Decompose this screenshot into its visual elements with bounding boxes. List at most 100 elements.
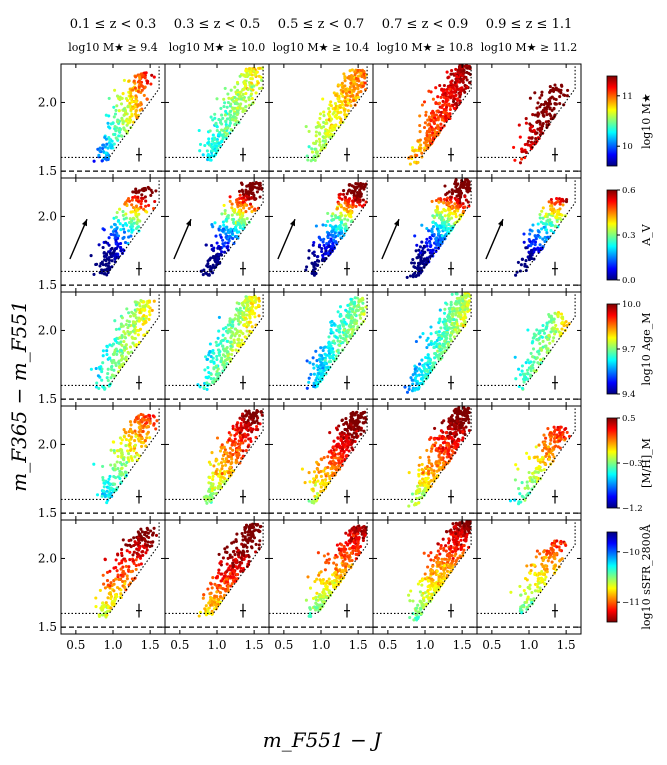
- data-point: [531, 336, 535, 340]
- data-point: [123, 332, 127, 336]
- data-point: [353, 322, 357, 326]
- data-point: [337, 193, 341, 197]
- data-point: [452, 106, 456, 110]
- data-point: [451, 330, 455, 334]
- data-point: [139, 317, 143, 321]
- data-point: [352, 318, 356, 322]
- column-header-z: 0.9 ≤ z ≤ 1.1: [486, 17, 573, 32]
- data-point: [150, 73, 154, 77]
- data-point: [207, 273, 211, 277]
- data-point: [256, 409, 260, 414]
- data-point: [310, 271, 314, 275]
- data-point: [214, 254, 218, 258]
- data-point: [410, 389, 415, 393]
- data-point: [449, 80, 453, 84]
- data-point: [125, 98, 130, 103]
- data-point: [215, 370, 219, 374]
- data-point: [132, 449, 136, 453]
- data-point: [153, 199, 157, 204]
- data-point: [352, 99, 356, 103]
- data-point: [120, 96, 124, 100]
- panel: [476, 291, 582, 407]
- data-point: [230, 232, 234, 236]
- data-point: [231, 236, 235, 241]
- data-point: [112, 115, 116, 119]
- data-point: [122, 230, 127, 234]
- data-point: [425, 129, 430, 133]
- data-point: [124, 212, 128, 216]
- data-point: [117, 134, 121, 138]
- data-point: [334, 224, 338, 228]
- data-point: [346, 109, 350, 113]
- data-point: [227, 471, 231, 475]
- data-point: [96, 374, 100, 378]
- data-point: [445, 111, 449, 115]
- panel: [268, 405, 374, 521]
- reddening-arrowhead: [185, 219, 191, 227]
- data-point: [453, 182, 457, 186]
- data-point: [247, 333, 251, 337]
- data-point: [461, 80, 465, 84]
- data-point: [354, 96, 358, 100]
- data-point: [346, 101, 350, 105]
- data-point: [229, 473, 233, 477]
- data-point: [244, 99, 248, 103]
- data-point: [108, 144, 112, 148]
- data-point: [154, 189, 158, 193]
- data-point: [129, 423, 133, 427]
- data-point: [129, 91, 133, 95]
- data-point: [241, 412, 245, 416]
- data-point: [455, 326, 460, 330]
- data-point: [409, 155, 413, 159]
- data-point: [233, 317, 237, 321]
- data-point: [524, 361, 528, 365]
- data-point: [456, 71, 461, 75]
- data-point: [442, 311, 447, 315]
- data-point: [322, 361, 327, 365]
- data-point: [440, 218, 444, 222]
- data-point: [431, 214, 435, 218]
- data-point: [558, 102, 562, 106]
- data-point: [327, 335, 331, 339]
- data-point: [527, 257, 532, 262]
- data-point: [410, 378, 414, 382]
- data-point: [252, 69, 256, 73]
- data-point: [359, 194, 363, 198]
- data-point: [418, 130, 422, 134]
- data-point: [436, 95, 440, 99]
- reddening-arrowhead: [289, 219, 295, 227]
- panel: 1.52.0: [38, 63, 166, 179]
- data-point: [343, 195, 348, 199]
- data-point: [257, 186, 261, 190]
- data-point: [224, 325, 228, 330]
- data-point: [230, 457, 234, 461]
- data-point: [111, 121, 115, 125]
- data-point: [112, 368, 116, 372]
- data-point: [317, 372, 321, 376]
- data-point: [140, 193, 144, 197]
- data-point: [137, 75, 142, 79]
- data-point: [256, 421, 260, 425]
- data-point: [228, 195, 232, 199]
- data-point: [443, 326, 447, 330]
- data-point: [316, 259, 320, 263]
- data-point: [330, 124, 334, 128]
- data-point: [326, 471, 330, 476]
- data-point: [424, 113, 428, 117]
- data-point: [143, 195, 147, 199]
- data-point: [446, 213, 450, 217]
- panel: [372, 177, 478, 293]
- data-point: [120, 472, 124, 476]
- data-point: [450, 307, 454, 311]
- data-point: [234, 226, 238, 230]
- data-point: [423, 263, 427, 267]
- data-point: [104, 157, 108, 161]
- data-point: [335, 428, 339, 432]
- data-point: [231, 424, 235, 428]
- data-point: [439, 213, 443, 217]
- data-point: [331, 241, 335, 246]
- data-point: [113, 112, 118, 116]
- data-point: [346, 98, 350, 102]
- data-point: [442, 83, 446, 88]
- data-point: [104, 113, 108, 117]
